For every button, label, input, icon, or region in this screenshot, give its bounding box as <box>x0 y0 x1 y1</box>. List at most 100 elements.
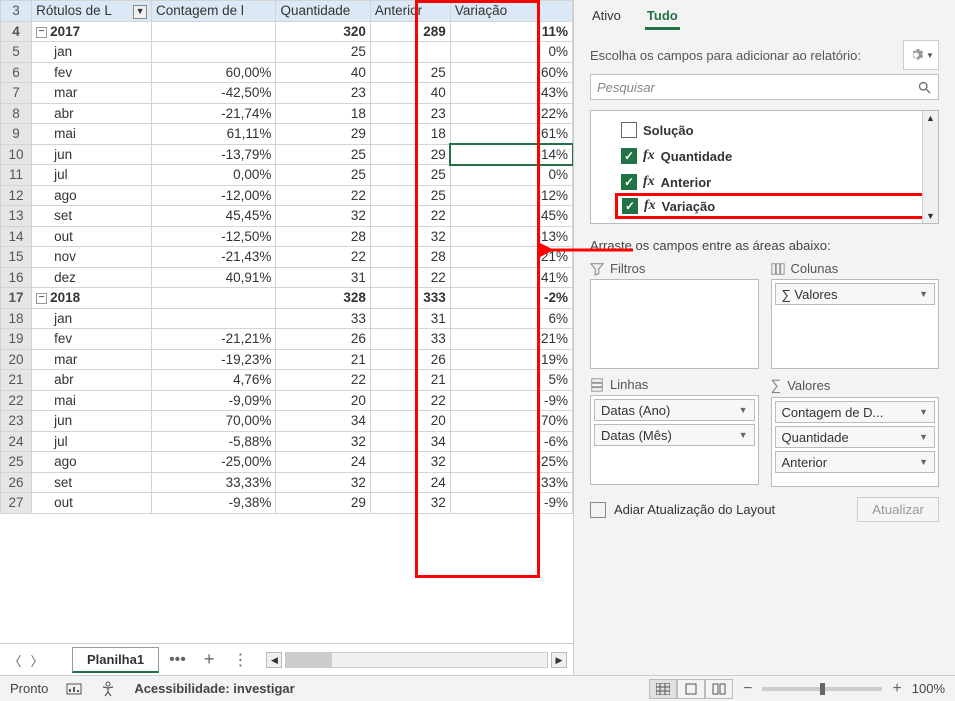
field-item[interactable]: ✓ fx Variação <box>615 193 936 219</box>
month-cell[interactable]: jan <box>32 42 152 63</box>
cell[interactable]: 22 <box>276 247 370 268</box>
cell[interactable]: 31 <box>276 267 370 288</box>
table-row[interactable]: 16 dez 40,91% 31 22 41% <box>1 267 573 288</box>
row-number[interactable]: 21 <box>1 370 32 391</box>
area-chip[interactable]: ∑ Valores▼ <box>775 283 936 305</box>
year-cell[interactable]: −2017 <box>32 21 152 42</box>
page-break-view-button[interactable] <box>705 679 733 699</box>
table-row[interactable]: 21 abr 4,76% 22 21 5% <box>1 370 573 391</box>
cell[interactable]: 32 <box>276 472 370 493</box>
chevron-down-icon[interactable]: ▼ <box>739 430 748 440</box>
new-sheet-button[interactable]: + <box>196 649 223 670</box>
cell[interactable]: 32 <box>370 493 450 514</box>
table-row[interactable]: 4 −2017 320 289 11% <box>1 21 573 42</box>
table-row[interactable]: 5 jan 25 0% <box>1 42 573 63</box>
cell[interactable]: 0,00% <box>152 165 276 186</box>
table-row[interactable]: 25 ago -25,00% 24 32 -25% <box>1 452 573 473</box>
table-row[interactable]: 20 mar -19,23% 21 26 -19% <box>1 349 573 370</box>
month-cell[interactable]: mai <box>32 124 152 145</box>
cell[interactable]: -12,50% <box>152 226 276 247</box>
month-cell[interactable]: abr <box>32 103 152 124</box>
cell[interactable]: -21,43% <box>152 247 276 268</box>
cell[interactable]: -22% <box>450 103 572 124</box>
cell[interactable] <box>370 42 450 63</box>
row-number[interactable]: 25 <box>1 452 32 473</box>
cell[interactable]: 11% <box>450 21 572 42</box>
nav-prev-icon[interactable]: 〈 <box>6 651 24 669</box>
cell[interactable]: 25 <box>276 144 370 165</box>
row-number[interactable]: 14 <box>1 226 32 247</box>
cell[interactable] <box>152 42 276 63</box>
scroll-right-icon[interactable]: ▶ <box>551 652 567 668</box>
zoom-in-button[interactable]: + <box>892 680 901 698</box>
cell[interactable]: 18 <box>276 103 370 124</box>
field-checkbox[interactable] <box>621 122 637 138</box>
zoom-slider[interactable] <box>762 687 882 691</box>
cell[interactable]: -21,74% <box>152 103 276 124</box>
table-row[interactable]: 23 jun 70,00% 34 20 70% <box>1 411 573 432</box>
normal-view-button[interactable] <box>649 679 677 699</box>
table-row[interactable]: 24 jul -5,88% 32 34 -6% <box>1 431 573 452</box>
cell[interactable]: -14% <box>450 144 572 165</box>
sheet-options-icon[interactable]: ⋮ <box>226 650 254 670</box>
cell[interactable]: 5% <box>450 370 572 391</box>
cell[interactable]: 22 <box>370 206 450 227</box>
cell[interactable] <box>152 21 276 42</box>
cell[interactable]: -19,23% <box>152 349 276 370</box>
field-checkbox[interactable]: ✓ <box>621 174 637 190</box>
area-valores[interactable]: Contagem de D...▼Quantidade▼Anterior▼ <box>771 397 940 487</box>
month-cell[interactable]: ago <box>32 185 152 206</box>
chevron-down-icon[interactable]: ▼ <box>919 457 928 467</box>
cell[interactable]: 4,76% <box>152 370 276 391</box>
cell[interactable]: -19% <box>450 349 572 370</box>
row-number[interactable]: 22 <box>1 390 32 411</box>
row-number[interactable]: 16 <box>1 267 32 288</box>
year-cell[interactable]: −2018 <box>32 288 152 309</box>
cell[interactable]: -12% <box>450 185 572 206</box>
pivot-grid[interactable]: 3 Rótulos de L▼ Contagem de l Quantidade… <box>0 0 573 643</box>
cell[interactable]: 20 <box>370 411 450 432</box>
cell[interactable]: 41% <box>450 267 572 288</box>
row-number[interactable]: 4 <box>1 21 32 42</box>
month-cell[interactable]: nov <box>32 247 152 268</box>
cell[interactable]: -6% <box>450 431 572 452</box>
collapse-icon[interactable]: − <box>36 293 47 304</box>
cell[interactable]: 29 <box>276 493 370 514</box>
fieldlist-scrollbar[interactable]: ▲ ▼ <box>922 111 938 223</box>
chevron-down-icon[interactable]: ▼ <box>919 432 928 442</box>
row-number[interactable]: 26 <box>1 472 32 493</box>
table-row[interactable]: 9 mai 61,11% 29 18 61% <box>1 124 573 145</box>
cell[interactable]: 21 <box>370 370 450 391</box>
cell[interactable]: 26 <box>370 349 450 370</box>
cell[interactable] <box>152 308 276 329</box>
header-anterior[interactable]: Anterior <box>370 1 450 22</box>
cell[interactable]: -42,50% <box>152 83 276 104</box>
tab-tudo[interactable]: Tudo <box>645 4 680 30</box>
month-cell[interactable]: jul <box>32 165 152 186</box>
cell[interactable]: 25 <box>276 165 370 186</box>
month-cell[interactable]: out <box>32 226 152 247</box>
row-number[interactable]: 23 <box>1 411 32 432</box>
row-number[interactable]: 8 <box>1 103 32 124</box>
table-row[interactable]: 8 abr -21,74% 18 23 -22% <box>1 103 573 124</box>
table-row[interactable]: 15 nov -21,43% 22 28 -21% <box>1 247 573 268</box>
cell[interactable]: 33 <box>276 308 370 329</box>
cell[interactable]: -9,38% <box>152 493 276 514</box>
table-row[interactable]: 22 mai -9,09% 20 22 -9% <box>1 390 573 411</box>
defer-checkbox[interactable] <box>590 502 606 518</box>
cell[interactable]: 34 <box>370 431 450 452</box>
header-rowlabel[interactable]: Rótulos de L▼ <box>32 1 152 22</box>
row-number[interactable]: 18 <box>1 308 32 329</box>
table-row[interactable]: 19 fev -21,21% 26 33 -21% <box>1 329 573 350</box>
chevron-down-icon[interactable]: ▼ <box>919 407 928 417</box>
cell[interactable]: -2% <box>450 288 572 309</box>
table-row[interactable]: 18 jan 33 31 6% <box>1 308 573 329</box>
update-button[interactable]: Atualizar <box>857 497 939 522</box>
area-chip[interactable]: Datas (Ano)▼ <box>594 399 755 421</box>
nav-next-icon[interactable]: 〉 <box>28 651 46 669</box>
cell[interactable]: -5,88% <box>152 431 276 452</box>
cell[interactable]: 32 <box>370 226 450 247</box>
row-number[interactable]: 10 <box>1 144 32 165</box>
settings-button[interactable]: ▼ <box>903 40 939 70</box>
month-cell[interactable]: jun <box>32 411 152 432</box>
